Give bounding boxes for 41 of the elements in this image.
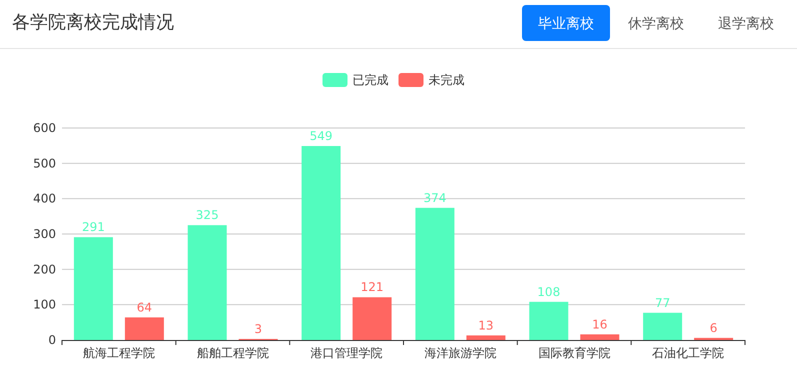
x-tick-label: 国际教育学院	[538, 346, 610, 360]
data-label: 121	[360, 280, 384, 294]
data-label: 6	[710, 320, 718, 335]
bar	[466, 335, 506, 340]
x-tick-label: 港口管理学院	[310, 346, 383, 360]
text: 休学离校	[628, 16, 684, 32]
chart-title: 各学院离校完成情况	[12, 12, 174, 33]
data-label: 291	[82, 220, 105, 234]
bar	[302, 146, 341, 340]
data-label: 13	[478, 318, 494, 332]
data-label: 77	[654, 296, 670, 310]
legend-label: 已完成	[352, 73, 388, 87]
text: 毕业离校	[538, 16, 594, 32]
x-tick-label: 海洋旅游学院	[424, 346, 496, 360]
text: 退学离校	[718, 16, 774, 32]
y-tick-label: 400	[33, 192, 56, 206]
bar	[124, 317, 164, 340]
x-tick-label: 航海工程学院	[82, 346, 155, 360]
x-tick-label: 船舶工程学院	[196, 346, 269, 360]
bar	[529, 302, 568, 340]
y-tick-label: 200	[33, 262, 56, 276]
y-tick-label: 300	[33, 227, 56, 241]
bar	[74, 237, 113, 340]
data-label: 549	[310, 129, 333, 144]
y-tick-label: 500	[33, 156, 56, 170]
x-tick-label: 石油化工学院	[652, 346, 724, 360]
data-label: 325	[196, 208, 219, 222]
bar	[415, 208, 454, 340]
bar	[580, 334, 620, 340]
legend-label: 未完成	[428, 73, 464, 87]
bar	[188, 225, 227, 340]
data-label: 16	[592, 317, 608, 332]
data-label: 108	[537, 284, 560, 299]
y-tick-label: 0	[48, 333, 56, 347]
data-label: 3	[254, 322, 262, 336]
y-tick-label: 600	[33, 121, 56, 135]
bar	[352, 297, 392, 340]
bar	[643, 312, 682, 340]
y-tick-label: 100	[33, 298, 56, 312]
data-label: 374	[423, 190, 446, 205]
data-label: 64	[136, 300, 152, 314]
